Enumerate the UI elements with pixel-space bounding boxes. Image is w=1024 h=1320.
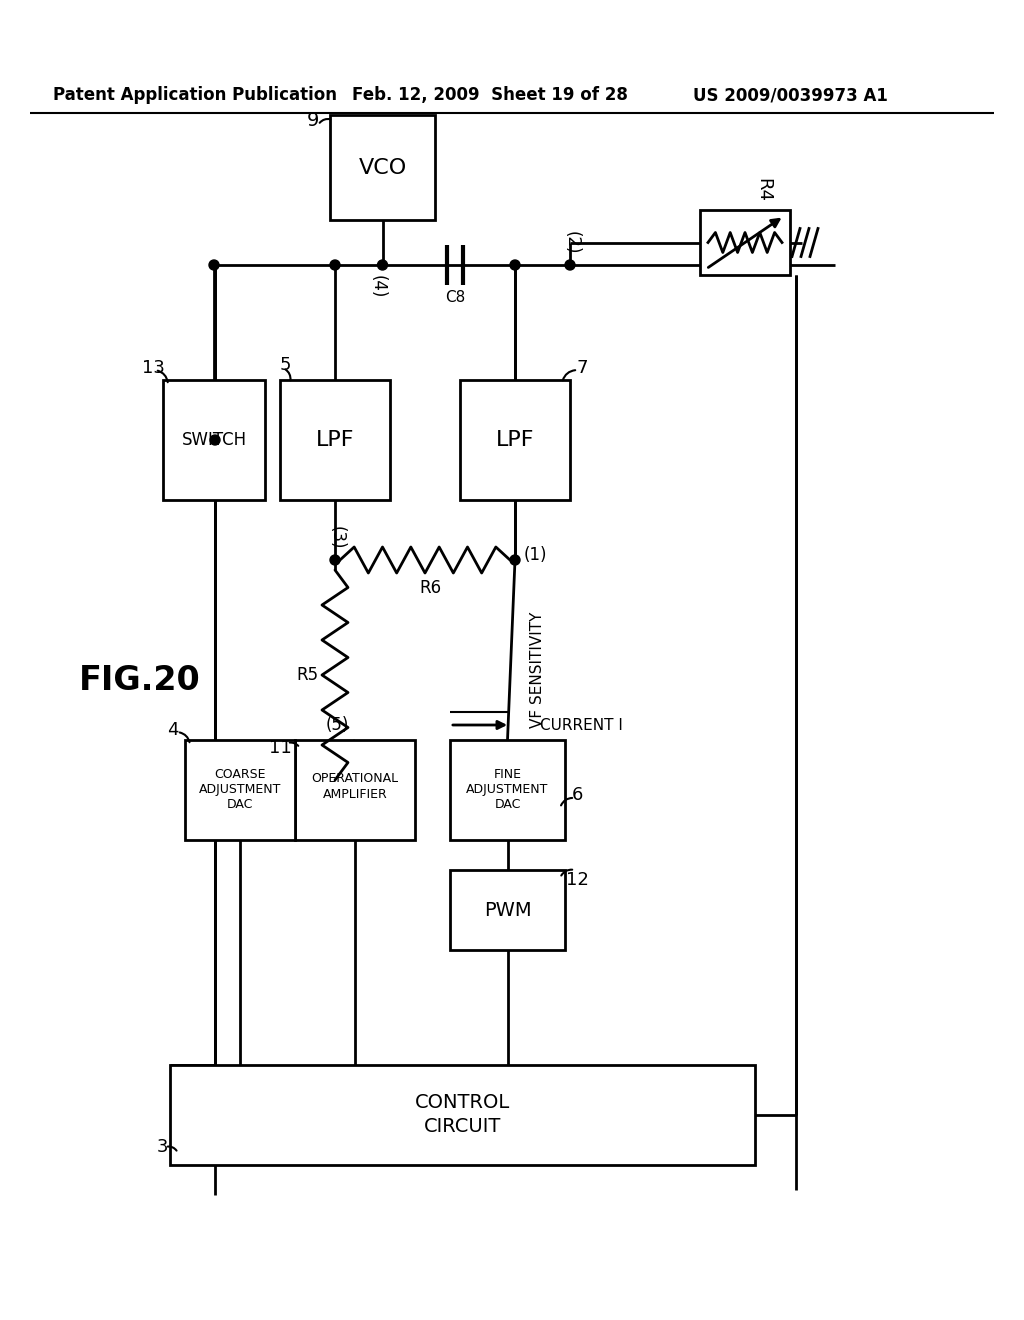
- Text: PWM: PWM: [483, 900, 531, 920]
- Bar: [185, 741, 295, 840]
- Text: ADJUSTMENT: ADJUSTMENT: [466, 784, 549, 796]
- Circle shape: [330, 554, 340, 565]
- Text: FIG.20: FIG.20: [79, 664, 201, 697]
- Text: 3: 3: [157, 1138, 168, 1156]
- Bar: [170, 1065, 755, 1166]
- Text: R6: R6: [419, 579, 441, 597]
- Text: COARSE: COARSE: [214, 768, 266, 781]
- Text: CURRENT I: CURRENT I: [540, 718, 623, 733]
- Text: Feb. 12, 2009  Sheet 19 of 28: Feb. 12, 2009 Sheet 19 of 28: [352, 86, 628, 104]
- Text: R5: R5: [296, 667, 318, 684]
- Bar: [450, 741, 565, 840]
- Text: FINE: FINE: [494, 768, 521, 781]
- Text: VF SENSITIVITY: VF SENSITIVITY: [529, 611, 545, 729]
- Text: 4: 4: [167, 721, 179, 739]
- Text: ADJUSTMENT: ADJUSTMENT: [199, 784, 282, 796]
- Text: US 2009/0039973 A1: US 2009/0039973 A1: [692, 86, 888, 104]
- Text: 5: 5: [280, 356, 291, 374]
- Text: (3): (3): [328, 527, 346, 549]
- Circle shape: [330, 260, 340, 271]
- Text: (1): (1): [523, 546, 547, 564]
- Text: SWITCH: SWITCH: [181, 432, 247, 449]
- Bar: [700, 210, 790, 275]
- Text: 7: 7: [577, 359, 588, 378]
- Text: LPF: LPF: [496, 430, 535, 450]
- Text: DAC: DAC: [495, 799, 520, 812]
- Text: OPERATIONAL: OPERATIONAL: [311, 771, 398, 784]
- Text: CIRCUIT: CIRCUIT: [424, 1118, 501, 1137]
- Text: C8: C8: [444, 289, 465, 305]
- Circle shape: [510, 554, 520, 565]
- Text: (5): (5): [326, 715, 349, 734]
- Text: VCO: VCO: [358, 157, 407, 177]
- Circle shape: [565, 260, 575, 271]
- Text: 9: 9: [307, 111, 319, 129]
- Text: AMPLIFIER: AMPLIFIER: [323, 788, 387, 801]
- Bar: [280, 380, 390, 500]
- Text: R4: R4: [754, 178, 772, 202]
- Circle shape: [378, 260, 387, 271]
- Text: (4): (4): [369, 276, 386, 298]
- Bar: [460, 380, 570, 500]
- Circle shape: [209, 260, 219, 271]
- Text: CONTROL: CONTROL: [415, 1093, 510, 1113]
- Bar: [330, 115, 435, 220]
- Circle shape: [210, 436, 220, 445]
- Bar: [163, 380, 265, 500]
- Text: (2): (2): [563, 231, 581, 255]
- Text: 11: 11: [268, 739, 292, 756]
- Bar: [295, 741, 415, 840]
- Text: Patent Application Publication: Patent Application Publication: [53, 86, 337, 104]
- Text: LPF: LPF: [315, 430, 354, 450]
- Text: 12: 12: [565, 871, 589, 888]
- Circle shape: [510, 260, 520, 271]
- Text: DAC: DAC: [226, 799, 253, 812]
- Text: 13: 13: [141, 359, 165, 378]
- Text: 6: 6: [571, 785, 583, 804]
- Bar: [450, 870, 565, 950]
